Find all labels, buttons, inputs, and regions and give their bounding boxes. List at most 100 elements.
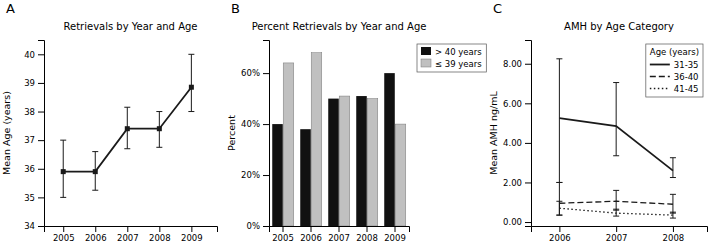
y-tick: 35 — [24, 193, 44, 203]
x-tick-label: 2008 — [149, 233, 171, 243]
x-tick: 2009 — [181, 226, 203, 243]
error-bar — [156, 112, 162, 148]
plot-area — [272, 53, 406, 226]
x-tick: 2007 — [606, 226, 628, 243]
x-tick-label: 2007 — [328, 233, 350, 243]
y-tick: 36 — [24, 164, 44, 174]
y-tick-mark — [38, 83, 44, 84]
y-tick-label: 8.00 — [503, 59, 522, 69]
error-bar — [124, 107, 130, 148]
y-tick: 60% — [241, 68, 269, 78]
y-axis: 34 35 36 37 38 39 40 — [24, 41, 44, 232]
y-tick-label: 36 — [24, 164, 35, 174]
x-tick-label: 2006 — [549, 233, 571, 243]
bar — [367, 99, 378, 226]
marker — [157, 126, 162, 131]
x-tick: 2008 — [356, 226, 378, 243]
x-tick-mark — [395, 226, 396, 232]
marker — [125, 126, 130, 131]
legend-label: > 40 years — [435, 47, 482, 57]
y-tick-mark — [263, 124, 269, 125]
x-tick-mark — [559, 226, 560, 232]
bar — [311, 53, 322, 226]
y-axis-title: Mean Age (years) — [1, 91, 12, 175]
chart-title: Percent Retrievals by Year and Age — [252, 21, 427, 32]
legend-entry: > 40 years — [421, 47, 482, 57]
error-bar — [556, 182, 562, 215]
panel-label: A — [6, 1, 15, 16]
legend-label: 31-35 — [674, 60, 699, 70]
legend-swatch — [650, 88, 670, 89]
y-tick-label: 4.00 — [503, 138, 522, 148]
bar — [384, 73, 395, 226]
y-tick: 0.00 — [503, 217, 531, 227]
x-tick-mark — [127, 226, 128, 232]
y-axis-title: Mean AMH ng/mL — [488, 91, 499, 175]
y-tick-mark — [38, 226, 44, 227]
marker — [61, 169, 66, 174]
x-axis-line — [270, 227, 410, 233]
x-tick: 2005 — [272, 226, 294, 243]
y-tick-mark — [525, 143, 531, 144]
y-tick-label: 40 — [24, 50, 35, 60]
line-series — [556, 182, 676, 215]
bar — [300, 129, 311, 226]
y-axis-line — [38, 41, 45, 227]
legend-entry: ≤ 39 years — [421, 59, 482, 69]
bar — [283, 63, 294, 226]
panel-label: C — [493, 1, 502, 16]
x-axis-line — [45, 227, 218, 233]
legend-title: Age (years) — [650, 47, 699, 57]
legend: Age (years) 31-35 36-40 41-45 — [646, 44, 703, 97]
line-series — [60, 54, 194, 197]
y-axis: 0%20%40%60% — [241, 41, 269, 232]
y-tick-label: 60% — [241, 68, 260, 78]
y-tick: 20% — [241, 170, 269, 180]
y-tick-label: 39 — [24, 78, 35, 88]
legend-label: ≤ 39 years — [435, 59, 482, 69]
y-tick: 38 — [24, 107, 44, 117]
y-axis: 0.002.004.006.008.00 — [503, 41, 531, 228]
x-tick: 2008 — [149, 226, 171, 243]
x-tick-label: 2005 — [53, 233, 75, 243]
error-bar — [613, 209, 619, 216]
y-tick-mark — [38, 169, 44, 170]
bar — [356, 96, 367, 226]
marker — [189, 85, 194, 90]
line — [559, 208, 673, 215]
x-tick-mark — [159, 226, 160, 232]
marker — [93, 169, 98, 174]
chart-title: AMH by Age Category — [564, 21, 674, 32]
y-tick: 34 — [24, 221, 44, 231]
legend-entry: 41-45 — [650, 84, 699, 94]
legend-swatch — [650, 76, 670, 77]
legend-swatch — [421, 59, 431, 67]
x-tick: 2005 — [53, 226, 75, 243]
x-tick: 2008 — [663, 226, 685, 243]
x-tick-mark — [95, 226, 96, 232]
x-tick-label: 2006 — [85, 233, 107, 243]
error-bar — [60, 140, 66, 197]
legend-items: Age (years) 31-35 36-40 41-45 — [650, 47, 699, 94]
legend-box — [646, 44, 703, 97]
x-tick-mark — [63, 226, 64, 232]
panel-label: B — [231, 1, 240, 16]
y-tick: 40% — [241, 119, 269, 129]
legend-entry: 36-40 — [650, 72, 699, 82]
legend-box — [417, 44, 486, 72]
legend-swatch — [650, 64, 670, 66]
y-tick-label: 37 — [24, 135, 35, 145]
y-tick-mark — [525, 182, 531, 183]
y-axis-line — [263, 41, 270, 227]
legend-label: 36-40 — [674, 72, 699, 82]
bar — [272, 124, 283, 226]
error-bar — [188, 54, 194, 111]
x-tick-mark — [673, 226, 674, 232]
panel: ARetrievals by Year and Age3435363738394… — [1, 1, 218, 243]
y-axis-title: Percent — [226, 115, 237, 151]
x-tick-label: 2007 — [606, 233, 628, 243]
x-axis: 20052006200720082009 — [45, 226, 218, 243]
legend: > 40 years ≤ 39 years — [417, 44, 486, 72]
x-tick-mark — [283, 226, 284, 232]
y-tick-label: 35 — [24, 193, 35, 203]
